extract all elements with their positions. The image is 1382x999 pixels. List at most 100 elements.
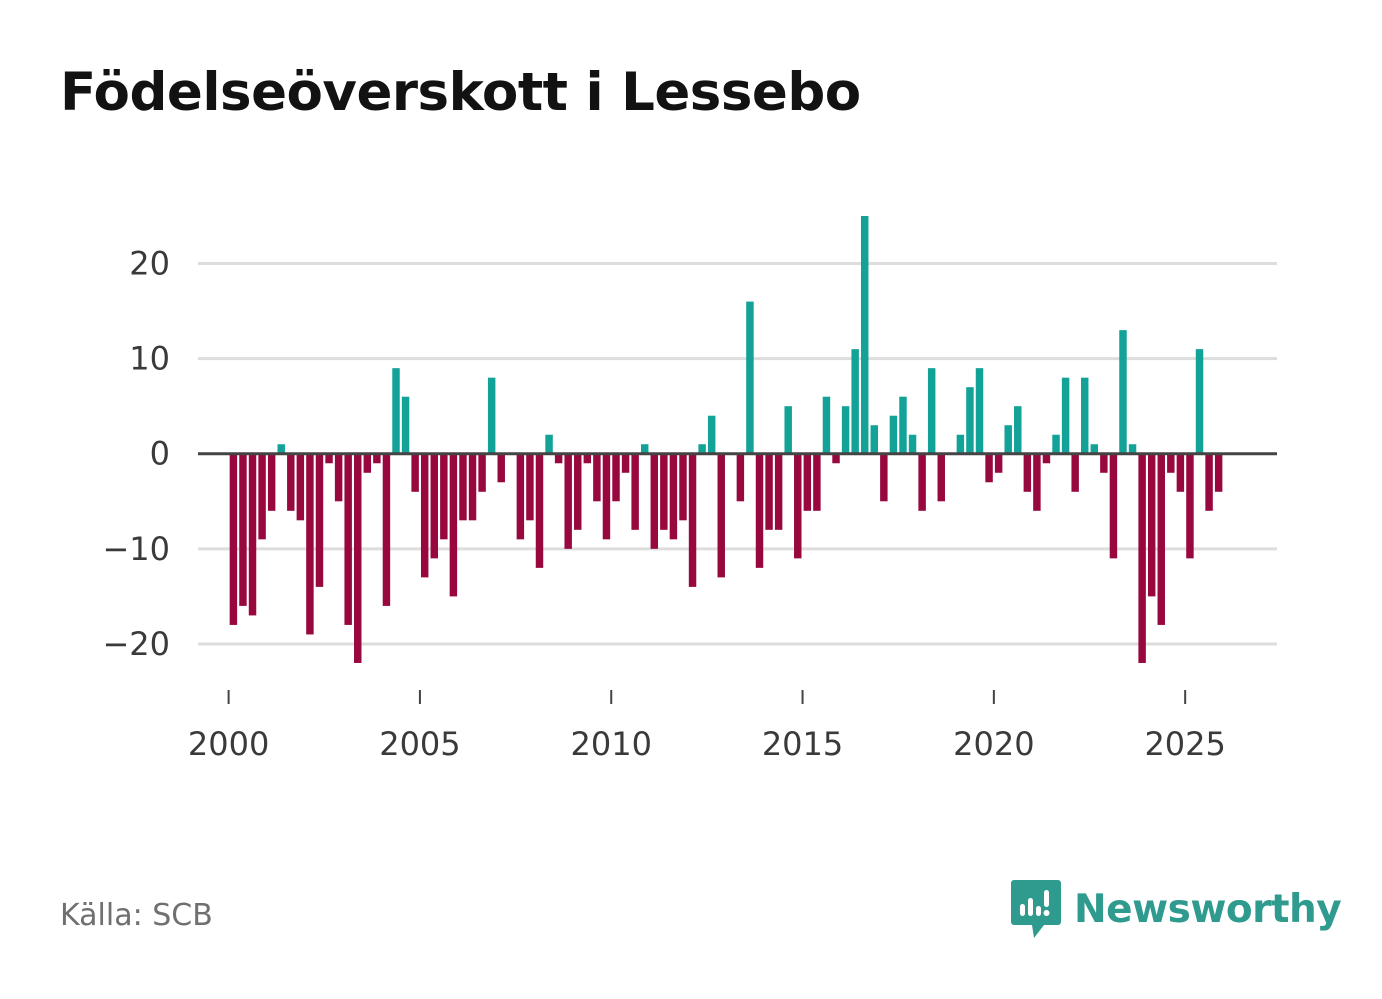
bar (564, 453, 572, 549)
bar (593, 453, 601, 502)
x-tick-label: 2005 (379, 725, 460, 763)
bar (497, 453, 505, 483)
bar (354, 453, 362, 663)
bar (794, 453, 802, 559)
bar (851, 349, 859, 454)
bar (631, 453, 639, 530)
source-note: Källa: SCB (60, 898, 213, 933)
bar (344, 453, 352, 625)
y-tick-label: 0 (150, 435, 170, 473)
bar (516, 453, 525, 540)
bar (449, 453, 458, 597)
bar (1128, 444, 1137, 454)
bar (229, 453, 238, 625)
bar (258, 453, 266, 540)
bar (554, 453, 563, 464)
bar (889, 415, 898, 454)
x-tick-label: 2020 (953, 725, 1034, 763)
bar (1052, 434, 1060, 454)
bar (975, 368, 984, 454)
y-tick-label: −10 (102, 530, 170, 568)
bar (602, 453, 611, 540)
brand-logo-group: Newsworthy (1010, 878, 1342, 940)
bar (440, 453, 448, 540)
y-tick-label: 20 (129, 245, 170, 283)
bar (526, 453, 534, 521)
bar (822, 396, 831, 454)
bar (717, 453, 725, 578)
bar (287, 453, 295, 511)
bar (908, 434, 917, 454)
bar (382, 453, 391, 606)
bar (459, 453, 467, 521)
bar (1195, 349, 1204, 454)
bar (315, 453, 324, 587)
bar (1205, 453, 1213, 511)
bar (1138, 453, 1146, 663)
bar (765, 453, 773, 530)
bar (1042, 453, 1051, 464)
chart-title: Födelseöverskott i Lessebo (60, 62, 861, 123)
bar (535, 453, 544, 568)
bar (1004, 425, 1012, 454)
bars (229, 216, 1223, 663)
bar (334, 453, 343, 502)
bar (363, 453, 372, 473)
bar (373, 453, 381, 464)
bar (688, 453, 697, 587)
bar (411, 453, 419, 492)
bar (707, 415, 716, 454)
bar (870, 425, 879, 454)
bar (296, 453, 305, 521)
brand-name: Newsworthy (1074, 886, 1342, 932)
bar (306, 453, 314, 635)
bar (918, 453, 926, 511)
newsworthy-chart-bubble-icon (1011, 880, 1061, 938)
bar (1147, 453, 1156, 597)
bar (1090, 444, 1099, 454)
bar (650, 453, 659, 549)
bar (1176, 453, 1185, 492)
bar (1014, 406, 1022, 454)
bar (1119, 330, 1127, 454)
x-tick-label: 2015 (762, 725, 843, 763)
bar (583, 453, 592, 464)
bar (248, 453, 257, 616)
bar (621, 453, 630, 473)
bar (430, 453, 438, 559)
bar (1061, 377, 1070, 454)
grid-lines (198, 262, 1277, 646)
bar (880, 453, 888, 502)
x-tick-label: 2010 (571, 725, 652, 763)
bar (487, 377, 496, 454)
x-tick-label: 2025 (1144, 725, 1225, 763)
bar (392, 368, 400, 454)
bar (803, 453, 812, 511)
bar (698, 444, 706, 454)
bar (1157, 453, 1165, 625)
bar (784, 406, 792, 454)
bar (813, 453, 821, 511)
bar (985, 453, 993, 483)
bar (325, 453, 333, 464)
bar (277, 444, 285, 454)
y-tick-label: 10 (129, 340, 170, 378)
bar (669, 453, 678, 540)
bar (1214, 453, 1223, 492)
bar (755, 453, 764, 568)
y-tick-label: −20 (102, 625, 170, 663)
bar (956, 434, 965, 454)
bar (966, 387, 974, 454)
bar (239, 453, 247, 606)
bar (1071, 453, 1079, 492)
bar (927, 368, 936, 454)
bar (1167, 453, 1175, 473)
bar (736, 453, 745, 502)
bar (841, 406, 850, 454)
bar (994, 453, 1003, 473)
bar (1081, 377, 1089, 454)
bar (860, 216, 869, 454)
bar (401, 396, 410, 454)
